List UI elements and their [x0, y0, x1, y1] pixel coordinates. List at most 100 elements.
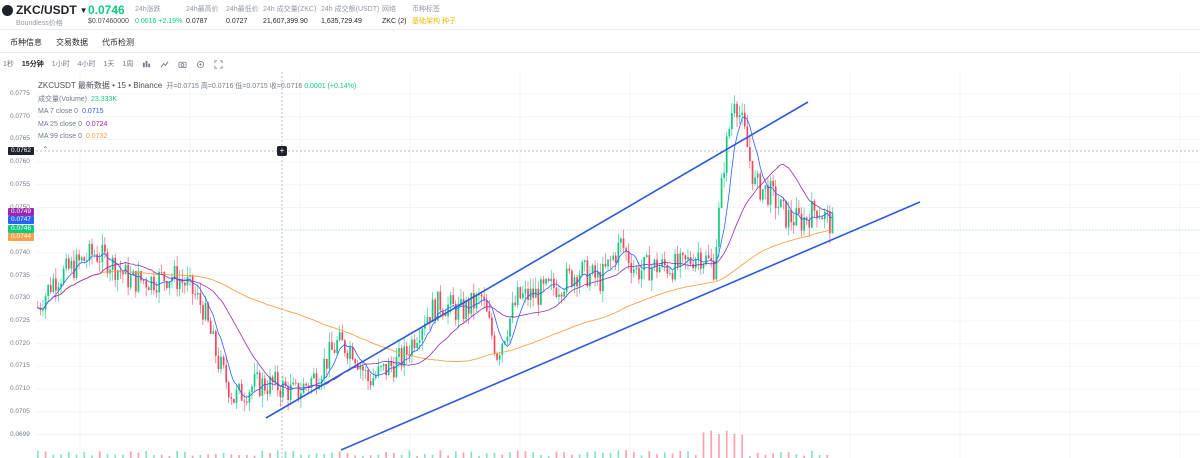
tab-token-check[interactable]: 代币检测	[102, 38, 134, 47]
volume-bar	[772, 453, 774, 458]
volume-bar	[44, 451, 47, 458]
stat-label: 24h最低价	[226, 6, 259, 13]
screenshot-icon[interactable]	[177, 59, 187, 69]
pair-selector[interactable]: ZKC/USDT ▼ Boundless价格	[2, 3, 88, 28]
stat-label: 网络	[382, 6, 396, 13]
candle-body	[189, 275, 191, 277]
candle-body	[158, 271, 160, 293]
candle-body	[75, 254, 78, 278]
legend-ma7[interactable]: MA 7 close 0 0.0715	[38, 106, 356, 119]
add-alert-icon[interactable]: +	[277, 146, 287, 156]
candle-body	[604, 263, 607, 267]
candle-body	[222, 356, 225, 365]
candle-body	[761, 189, 764, 200]
candle-body	[93, 254, 96, 256]
interval-1s[interactable]: 1秒	[3, 61, 14, 68]
candle-body	[416, 342, 418, 349]
chart-type-icon[interactable]	[141, 59, 151, 69]
candle-body	[96, 254, 99, 262]
candle-body	[356, 363, 359, 370]
volume-bar	[501, 454, 504, 458]
candle-body	[202, 305, 204, 320]
candle-body	[769, 180, 772, 205]
legend-volume[interactable]: 成交量(Volume) 23.333K	[38, 94, 356, 107]
candle-body	[395, 356, 398, 378]
volume-bar	[594, 451, 596, 458]
candle-body	[514, 302, 516, 306]
settings-icon[interactable]	[195, 59, 205, 69]
candle-body	[135, 271, 137, 292]
volume-bar	[245, 454, 248, 458]
candle-body	[245, 401, 248, 403]
candle-body	[705, 255, 707, 265]
candle-body	[238, 383, 240, 390]
candle-body	[289, 384, 292, 401]
candle-body	[313, 373, 315, 379]
candle-body	[225, 364, 228, 383]
candle-body	[591, 265, 594, 274]
volume-bar	[83, 452, 86, 458]
candle-body	[91, 243, 93, 255]
volume-bar	[207, 454, 209, 458]
interval-15m[interactable]: 15分钟	[21, 61, 44, 68]
volume-bar	[238, 455, 240, 458]
candlestick-chart-svg[interactable]	[0, 72, 1200, 458]
interval-1h[interactable]: 1小时	[51, 61, 70, 68]
stat-5[interactable]: 网络 ZKC (2)	[382, 5, 407, 27]
candle-body	[292, 382, 295, 385]
legend-volume-value: 23.333K	[91, 95, 118, 103]
price-chart[interactable]: 0.0775 0.0770 0.0765 0.0760 0.0755 0.0750 0.07…	[0, 72, 1200, 458]
collapse-legend-icon[interactable]: ⌃	[42, 145, 49, 154]
candle-body	[669, 273, 671, 274]
ma99-line	[37, 229, 833, 362]
candle-body	[380, 366, 382, 368]
volume-bar	[424, 453, 426, 458]
price-tag: 0.0749	[8, 208, 34, 216]
candle-body	[181, 280, 184, 283]
volume-bar	[493, 452, 496, 458]
candle-body	[599, 271, 602, 292]
stat-0: 24h涨跌 0.0016 +2.19%	[135, 5, 182, 27]
pair-row[interactable]: ZKC/USDT ▼	[2, 3, 88, 17]
volume-bar	[416, 455, 418, 458]
stat-6[interactable]: 币种标签 基础架构 种子	[412, 5, 456, 27]
candle-body	[111, 257, 114, 270]
volume-bar	[160, 454, 163, 458]
interval-4h[interactable]: 4小时	[77, 61, 96, 68]
stat-value: 0.0727	[226, 18, 248, 25]
tab-trading-data[interactable]: 交易数据	[56, 38, 88, 47]
candle-body	[449, 295, 452, 305]
candle-body	[617, 242, 620, 263]
candle-body	[447, 304, 449, 317]
candle-body	[772, 180, 774, 187]
caret-down-icon[interactable]: ▼	[79, 5, 88, 15]
candle-body	[707, 255, 710, 259]
candle-body	[674, 253, 676, 280]
candle-body	[114, 257, 117, 280]
candle-body	[369, 380, 372, 386]
tab-coin-info[interactable]: 币种信息	[10, 38, 42, 47]
candle-body	[411, 339, 413, 357]
candle-body	[751, 160, 754, 184]
pair-name[interactable]: ZKC/USDT	[16, 3, 77, 17]
candle-body	[460, 299, 462, 304]
candle-body	[767, 185, 769, 205]
candle-body	[511, 302, 514, 319]
candle-body	[325, 358, 328, 369]
candle-body	[676, 253, 679, 268]
legend-ma99[interactable]: MA 99 close 0 0.0732	[38, 131, 356, 144]
interval-1d[interactable]: 1天	[103, 61, 115, 68]
legend-ma25[interactable]: MA 25 close 0 0.0724	[38, 119, 356, 132]
stat-label: 币种标签	[412, 6, 440, 13]
candle-body	[782, 199, 785, 201]
candle-body	[73, 260, 75, 278]
coin-logo-icon	[2, 4, 13, 16]
candle-body	[725, 136, 728, 173]
candle-body	[694, 259, 697, 269]
candle-body	[576, 277, 578, 287]
volume-bar	[524, 451, 527, 458]
indicators-icon[interactable]	[159, 59, 169, 69]
interval-1w[interactable]: 1周	[122, 61, 134, 68]
y-tick-label: 0.0755	[10, 180, 30, 188]
fullscreen-icon[interactable]	[213, 59, 223, 69]
